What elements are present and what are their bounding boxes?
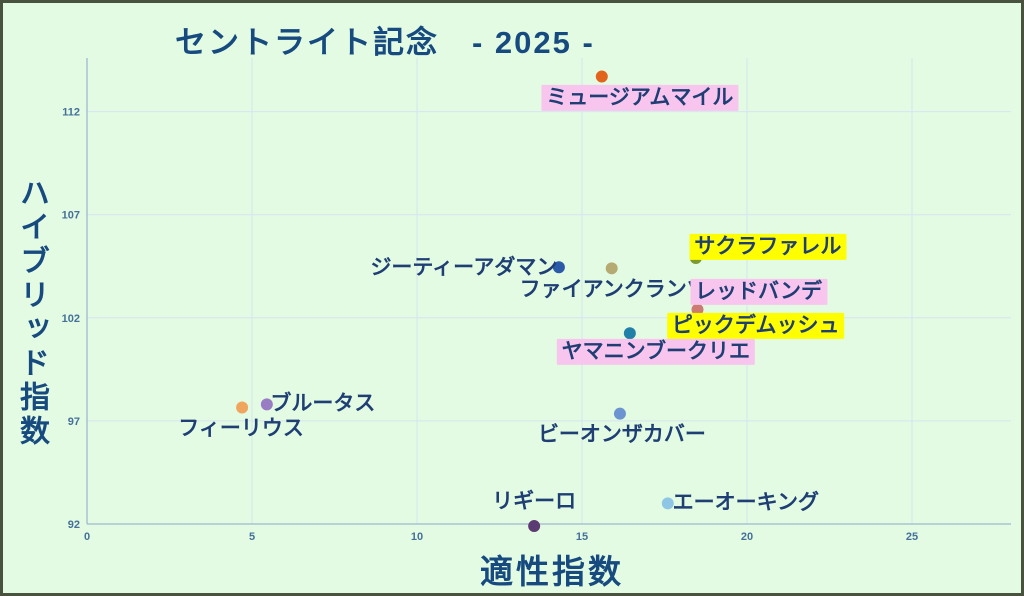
data-point-dot [613, 407, 626, 420]
data-point-dot [260, 398, 273, 411]
scatter-plot-canvas: 0 5 10 15 20 25 92 97 102 107 112 [62, 58, 1011, 543]
data-point-dot [671, 321, 684, 334]
x-tick-label: 10 [411, 531, 423, 543]
data-point-dot [623, 327, 636, 340]
x-tick-label: 25 [906, 531, 918, 543]
y-tick-label: 107 [62, 210, 80, 222]
data-point-dot [689, 252, 702, 265]
x-tick-label: 15 [576, 531, 588, 543]
x-tick-label: 20 [741, 531, 753, 543]
data-point-dot [691, 303, 704, 316]
x-tick-label: 0 [84, 531, 90, 543]
x-tick-label: 5 [249, 531, 255, 543]
y-tick-label: 112 [62, 107, 80, 119]
y-axis-title: ハイブリッド指数 [15, 177, 48, 449]
data-point-dot [605, 262, 618, 275]
data-point-dot [661, 497, 674, 510]
data-point-dot [528, 520, 541, 533]
data-point-dot [552, 261, 565, 274]
y-tick-label: 92 [68, 519, 80, 531]
data-point-dot [595, 70, 608, 83]
chart-title: セントライト記念 - 2025 - [175, 25, 595, 60]
y-tick-label: 102 [62, 313, 80, 325]
y-tick-label: 97 [68, 416, 80, 428]
data-point-dot [236, 401, 249, 414]
x-axis-title: 適性指数 [480, 553, 624, 590]
